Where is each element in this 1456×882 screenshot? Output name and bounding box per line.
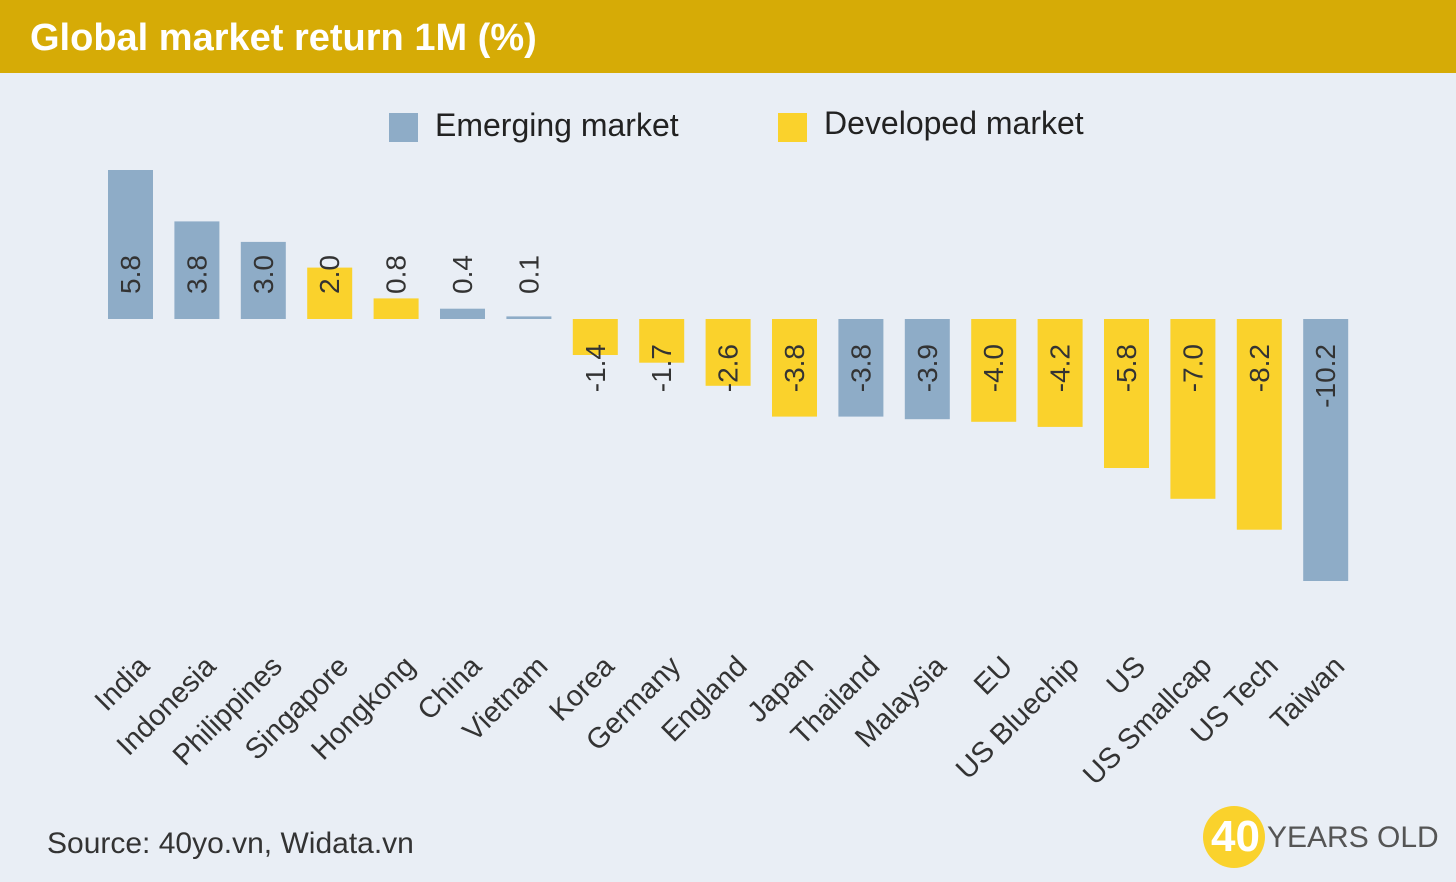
category-label-eu: EU (968, 650, 1019, 701)
bar-india (108, 170, 153, 319)
value-label-singapore: 2.0 (314, 255, 345, 294)
value-label-us: -5.8 (1111, 344, 1142, 392)
value-label-korea: -1.4 (580, 344, 611, 392)
bar-us-smallcap (1170, 319, 1216, 499)
bar-philippines (240, 241, 286, 319)
header-bar: Global market return 1M (%) (0, 0, 1456, 73)
bar-china (440, 308, 485, 319)
value-label-us-bluechip: -4.2 (1045, 344, 1076, 392)
value-label-eu: -4.0 (978, 344, 1009, 392)
bar-japan (772, 319, 817, 417)
value-label-taiwan: -10.2 (1310, 344, 1341, 408)
source-note: Source: 40yo.vn, Widata.vn (47, 827, 414, 860)
category-label-us: US (1101, 650, 1152, 701)
value-label-us-tech: -8.2 (1244, 344, 1275, 392)
bar-malaysia (904, 319, 950, 420)
legend-swatch-developed (778, 113, 807, 142)
logo-number: 40 (1211, 812, 1260, 861)
value-label-philippines: 3.0 (248, 255, 279, 294)
legend-label-emerging: Emerging market (435, 107, 679, 143)
value-label-england: -2.6 (713, 344, 744, 392)
bar-singapore (307, 267, 353, 319)
legend-swatch-emerging (389, 113, 418, 142)
bar-vietnam (506, 316, 552, 319)
value-label-indonesia: 3.8 (181, 255, 212, 294)
bar-germany (639, 319, 685, 363)
category-label-us-bluechip: US Bluechip (950, 650, 1085, 785)
bar-us-bluechip (1037, 319, 1083, 427)
bar-hongkong (373, 298, 419, 319)
value-label-vietnam: 0.1 (513, 255, 544, 294)
bars-group (108, 170, 1349, 581)
value-label-india: 5.8 (115, 255, 146, 294)
value-label-us-smallcap: -7.0 (1177, 344, 1208, 392)
chart-title: Global market return 1M (%) (30, 17, 537, 59)
value-labels-group: 5.8 3.8 3.0 2.0 0.8 0.4 0.1 -1.4 -1.7 -2.6 -3.8 -3.… (115, 255, 1341, 408)
value-label-hongkong: 0.8 (381, 255, 412, 294)
value-label-japan: -3.8 (779, 344, 810, 392)
category-label-taiwan: Taiwan (1265, 650, 1351, 736)
bar-eu (971, 319, 1017, 422)
brand-logo: 40 YEARS OLD (1203, 806, 1443, 868)
logo-text: YEARS OLD (1267, 821, 1439, 854)
bar-england (705, 319, 751, 386)
logo-circle-icon (1203, 806, 1265, 868)
bar-us-tech (1236, 319, 1282, 530)
value-label-china: 0.4 (447, 255, 478, 294)
value-label-germany: -1.7 (646, 344, 677, 392)
bar-thailand (838, 319, 884, 417)
category-labels-group: IndiaIndonesiaPhilippinesSingaporeHongko… (89, 650, 1351, 792)
bar-us (1104, 319, 1149, 468)
bar-taiwan (1303, 319, 1349, 581)
bar-korea (572, 319, 618, 355)
chart-legend: Emerging market Developed market (389, 105, 1084, 143)
value-label-thailand: -3.8 (845, 344, 876, 392)
legend-label-developed: Developed market (824, 105, 1084, 141)
bar-indonesia (174, 221, 220, 319)
value-label-malaysia: -3.9 (912, 344, 943, 392)
